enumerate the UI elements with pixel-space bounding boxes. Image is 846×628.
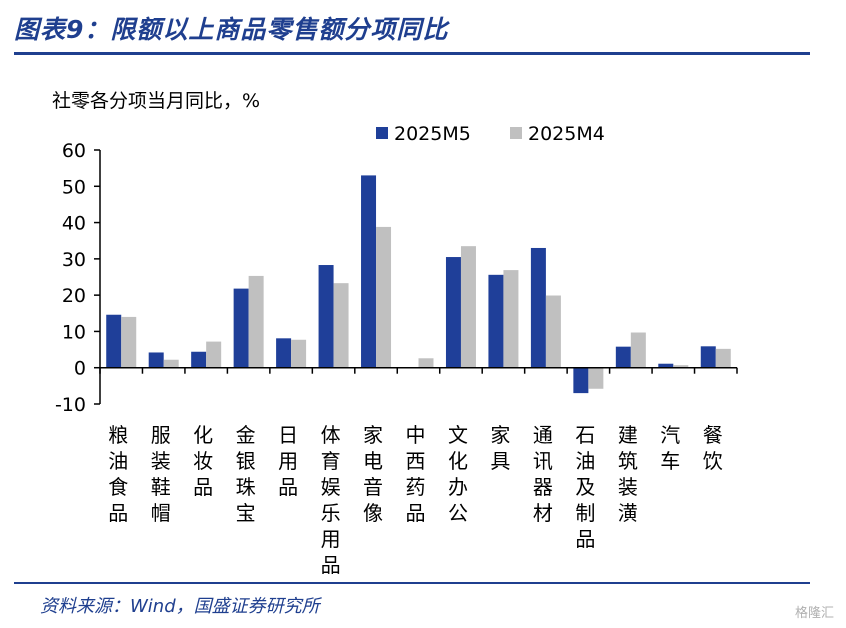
- x-tick-label: 金银珠宝: [236, 423, 256, 525]
- bar-2025M5-1: [148, 352, 164, 368]
- legend-swatch-1: [510, 127, 522, 139]
- x-tick-label: 通讯器材: [533, 423, 553, 525]
- y-tick-label: -10: [55, 394, 86, 416]
- bar-2025M5-12: [615, 346, 631, 368]
- y-tick-label: 20: [62, 285, 86, 307]
- bar-2025M4-1: [163, 359, 179, 368]
- x-tick-label: 石油及制品: [575, 423, 595, 551]
- bar-2025M5-2: [191, 351, 207, 368]
- source-note: 资料来源：Wind，国盛证券研究所: [40, 596, 320, 617]
- legend-swatch-0: [376, 127, 388, 139]
- bar-2025M5-9: [488, 274, 504, 368]
- x-tick-label: 汽车: [660, 423, 680, 473]
- title-divider: [14, 52, 810, 55]
- bar-2025M5-0: [106, 314, 122, 368]
- x-tick-label: 日用品: [278, 423, 298, 499]
- watermark-logo: 格隆汇: [794, 606, 834, 621]
- y-tick-label: 50: [62, 176, 86, 198]
- bar-2025M5-11: [573, 367, 589, 394]
- bar-2025M4-11: [588, 367, 604, 389]
- bar-2025M4-0: [121, 316, 137, 368]
- y-tick-label: 0: [74, 358, 86, 380]
- bar-2025M4-6: [376, 226, 392, 368]
- x-tick-label: 家具: [490, 423, 510, 473]
- x-tick-label: 服装鞋帽: [151, 423, 171, 525]
- bar-2025M4-2: [206, 341, 222, 368]
- bar-2025M4-10: [545, 295, 561, 368]
- bar-2025M5-8: [445, 257, 461, 368]
- chart-title: 图表9：限额以上商品零售额分项同比: [14, 15, 449, 44]
- bar-2025M4-12: [630, 332, 646, 368]
- bar-2025M5-13: [658, 363, 674, 368]
- x-tick-label: 餐饮: [703, 423, 723, 473]
- x-tick-label: 建筑装潢: [618, 423, 638, 525]
- y-tick-label: 30: [62, 249, 86, 271]
- legend-label-1: 2025M4: [528, 123, 605, 145]
- bar-2025M4-7: [418, 358, 434, 368]
- legend-label-0: 2025M5: [394, 123, 471, 145]
- bar-2025M5-10: [530, 247, 546, 368]
- y-tick-label: 10: [62, 321, 86, 343]
- footer-divider: [14, 582, 810, 584]
- bar-2025M5-4: [276, 338, 292, 368]
- x-tick-label: 粮油食品: [108, 423, 128, 525]
- bar-2025M4-14: [715, 348, 731, 368]
- bar-2025M4-13: [673, 365, 689, 368]
- bar-2025M4-3: [248, 275, 264, 368]
- x-tick-label: 体育娱乐用品: [321, 423, 341, 577]
- bar-2025M4-5: [333, 283, 349, 368]
- y-axis-label: 社零各分项当月同比，%: [52, 90, 260, 112]
- bar-2025M5-3: [233, 288, 249, 368]
- x-tick-label: 中西药品: [406, 423, 426, 525]
- bar-2025M4-4: [291, 339, 307, 368]
- x-tick-label: 化妆品: [193, 423, 213, 499]
- x-tick-label: 家电音像: [363, 423, 383, 525]
- bar-2025M5-6: [361, 175, 377, 368]
- bar-2025M4-8: [460, 246, 476, 368]
- y-tick-label: 40: [62, 213, 86, 235]
- bar-2025M5-5: [318, 265, 334, 368]
- y-tick-label: 60: [62, 140, 86, 162]
- bar-2025M5-14: [700, 346, 716, 368]
- x-tick-label: 文化办公: [448, 423, 468, 525]
- bar-2025M4-9: [503, 270, 519, 368]
